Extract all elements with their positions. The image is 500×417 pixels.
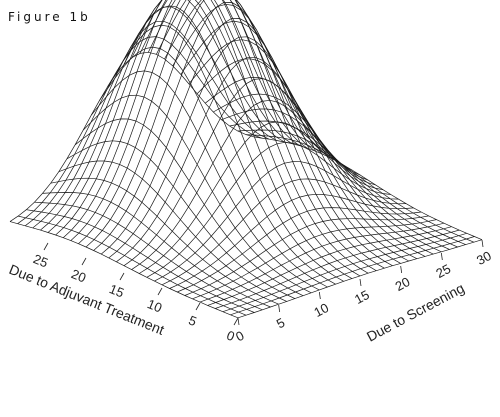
y-tick-label: 20 <box>69 266 88 285</box>
y-tick-mark <box>157 287 163 296</box>
mesh-line-x <box>42 192 271 308</box>
mesh-line-x <box>229 120 458 248</box>
mesh-line-x <box>204 76 434 255</box>
y-tick-mark <box>81 257 87 266</box>
x-tick-label: 15 <box>352 287 372 307</box>
mesh-line-y <box>47 0 293 233</box>
x-tick-mark <box>359 278 362 287</box>
mesh-line-x <box>34 201 263 311</box>
surface-mesh <box>9 0 483 319</box>
mesh-line-y <box>78 0 323 244</box>
mesh-line-y <box>70 0 316 241</box>
y-tick-label: 5 <box>187 313 199 330</box>
mesh-line-x <box>74 118 304 297</box>
x-tick-label: 20 <box>393 274 413 294</box>
mesh-line-x <box>245 134 475 243</box>
mesh-line-x <box>26 209 255 313</box>
mesh-line-x <box>237 129 466 245</box>
y-tick-label: 10 <box>145 296 164 315</box>
x-tick-label: 25 <box>433 261 453 281</box>
mesh-line-x <box>123 0 353 279</box>
mesh-line-y <box>9 51 255 222</box>
mesh-line-x <box>131 0 361 277</box>
mesh-line-y <box>40 0 285 231</box>
mesh-line-x <box>82 94 312 294</box>
x-tick-mark <box>481 239 484 248</box>
mesh-line-x <box>139 0 369 274</box>
x-tick-mark <box>318 291 321 300</box>
x-tick-mark <box>237 317 240 326</box>
mesh-line-x <box>58 160 287 302</box>
mesh-line-x <box>107 24 336 285</box>
y-tick-mark <box>119 272 125 281</box>
y-tick-label: 25 <box>31 251 50 270</box>
y-tick-mark <box>43 242 49 251</box>
x-tick-label: 5 <box>274 315 287 332</box>
x-tick-mark <box>278 304 281 313</box>
mesh-line-y <box>24 20 270 227</box>
mesh-line-x <box>66 140 296 299</box>
mesh-line-x <box>188 39 418 260</box>
x-tick-label: 10 <box>311 300 331 320</box>
mesh-line-x <box>18 215 247 316</box>
mesh-line-x <box>253 136 483 241</box>
mesh-line-x <box>9 221 239 319</box>
x-tick-mark <box>440 252 443 261</box>
y-tick-mark <box>233 317 239 326</box>
x-axis-label: Due to Screening <box>364 280 467 345</box>
mesh-line-x <box>99 46 328 288</box>
x-tick-mark <box>400 265 403 274</box>
figure-title: Figure 1b <box>8 10 91 24</box>
mesh-line-x <box>156 0 385 269</box>
mesh-line-x <box>50 177 279 305</box>
mesh-line-y <box>116 56 361 263</box>
mesh-line-x <box>180 20 409 262</box>
x-tick-label: 30 <box>474 248 494 268</box>
y-tick-label: 15 <box>107 281 126 300</box>
mesh-line-x <box>91 70 320 291</box>
mesh-line-x <box>172 3 401 264</box>
mesh-line-y <box>199 222 445 303</box>
y-tick-mark <box>195 302 201 311</box>
mesh-line-x <box>196 58 426 257</box>
